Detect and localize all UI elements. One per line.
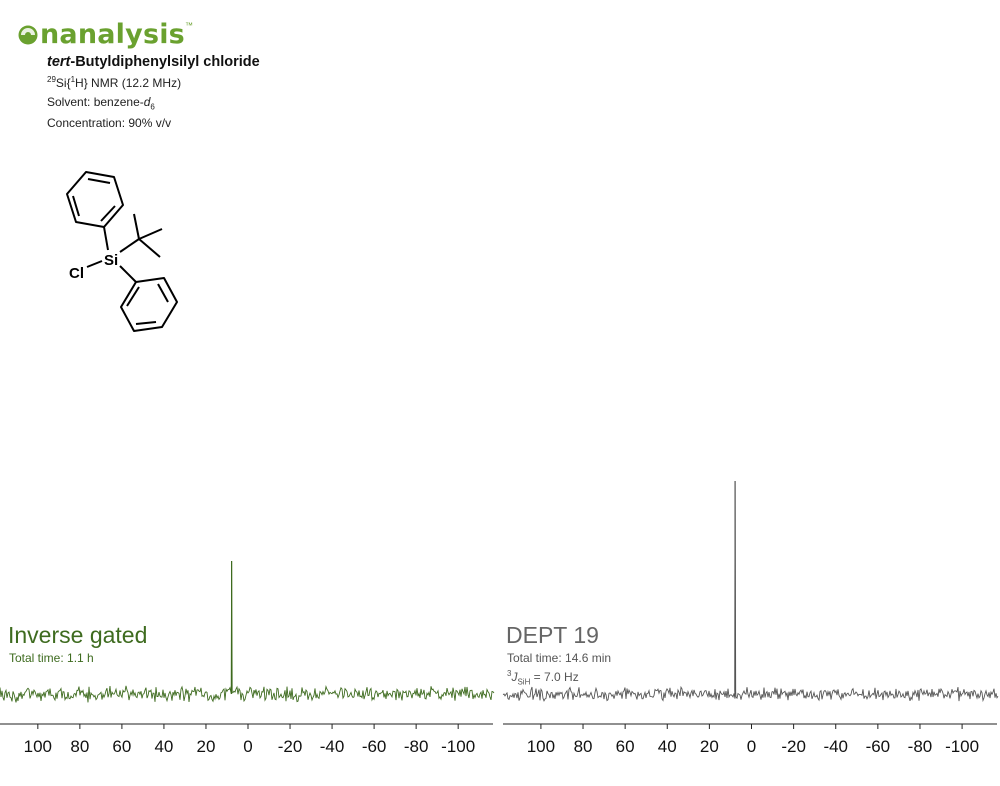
sample-info: tert-Butyldiphenylsilyl chloride 29Si{1H…: [47, 54, 260, 130]
x-tick-label: -60: [866, 737, 891, 756]
x-tick-label: 60: [112, 737, 131, 756]
spectrum-trace: [502, 480, 999, 703]
x-tick-label: -20: [781, 737, 806, 756]
x-tick-label: 40: [154, 737, 173, 756]
brand-logo: nanalysis ™: [18, 20, 193, 50]
spectrum-panel-inverse-gated: 100 80 60 40 20 0 -20 -40 -60 -80 -100: [0, 560, 495, 756]
logo-mark-icon: [18, 25, 38, 45]
spectrum-title-inverse-gated: Inverse gated: [8, 622, 148, 648]
molecule-structure: Si Cl: [66, 171, 178, 332]
nucleus-text-a: Si{: [55, 76, 71, 90]
x-tick-label: 20: [700, 737, 719, 756]
x-tick-label: -80: [404, 737, 429, 756]
spectrum-title-dept: DEPT 19: [506, 622, 599, 648]
x-tick-label: -20: [278, 737, 303, 756]
phenyl-ring-bottom: [120, 277, 178, 332]
x-tick-label: -40: [320, 737, 345, 756]
atom-cl: Cl: [69, 265, 84, 282]
solvent-label: Solvent: benzene-: [47, 95, 144, 109]
experiment-line: 29Si{1H} NMR (12.2 MHz): [47, 75, 260, 90]
brand-tm: ™: [184, 20, 193, 30]
x-tick-label: -100: [945, 737, 979, 756]
coupling-sup: 3: [507, 669, 512, 678]
coupling-j: J: [511, 670, 518, 684]
nucleus-text-b: H} NMR (12.2 MHz): [75, 76, 182, 90]
x-tick-label: 40: [658, 737, 677, 756]
solvent-sub: 6: [150, 102, 155, 112]
x-tick-label: -60: [362, 737, 387, 756]
spectrum-trace: [0, 560, 495, 703]
brand-name: nanalysis: [40, 19, 185, 50]
x-tick-label: 80: [70, 737, 89, 756]
solvent-italic: d: [143, 95, 151, 109]
isotope-sup: 29: [47, 75, 56, 84]
x-tick-label: 0: [747, 737, 756, 756]
x-tick-label: 80: [574, 737, 593, 756]
x-tick-label: -80: [908, 737, 933, 756]
x-tick-label: 100: [24, 737, 52, 756]
spectrum-panel-dept: 100 80 60 40 20 0 -20 -40 -60 -80 -100: [502, 480, 999, 756]
x-tick-label: -40: [823, 737, 848, 756]
decouple-sup: 1: [70, 75, 76, 84]
atom-si: Si: [104, 252, 118, 269]
compound-prefix: tert: [47, 54, 71, 70]
x-tick-label: 60: [616, 737, 635, 756]
coupling-value: = 7.0 Hz: [530, 670, 579, 684]
x-tick-label: 100: [527, 737, 555, 756]
spectrum-subtitle-dept: Total time: 14.6 min: [507, 651, 612, 665]
spectrum-subtitle-inverse-gated: Total time: 1.1 h: [9, 651, 94, 665]
compound-name: tert-Butyldiphenylsilyl chloride: [47, 54, 260, 70]
solvent-line: Solvent: benzene-d6: [47, 95, 260, 111]
x-tick-label: 0: [243, 737, 252, 756]
x-tick-label: 20: [197, 737, 216, 756]
concentration-line: Concentration: 90% v/v: [47, 116, 172, 131]
compound-name-text: -Butyldiphenylsilyl chloride: [70, 54, 260, 70]
coupling-constant: 3JSiH = 7.0 Hz: [507, 666, 579, 689]
x-tick-label: -100: [441, 737, 475, 756]
coupling-sub: SiH: [517, 677, 531, 687]
